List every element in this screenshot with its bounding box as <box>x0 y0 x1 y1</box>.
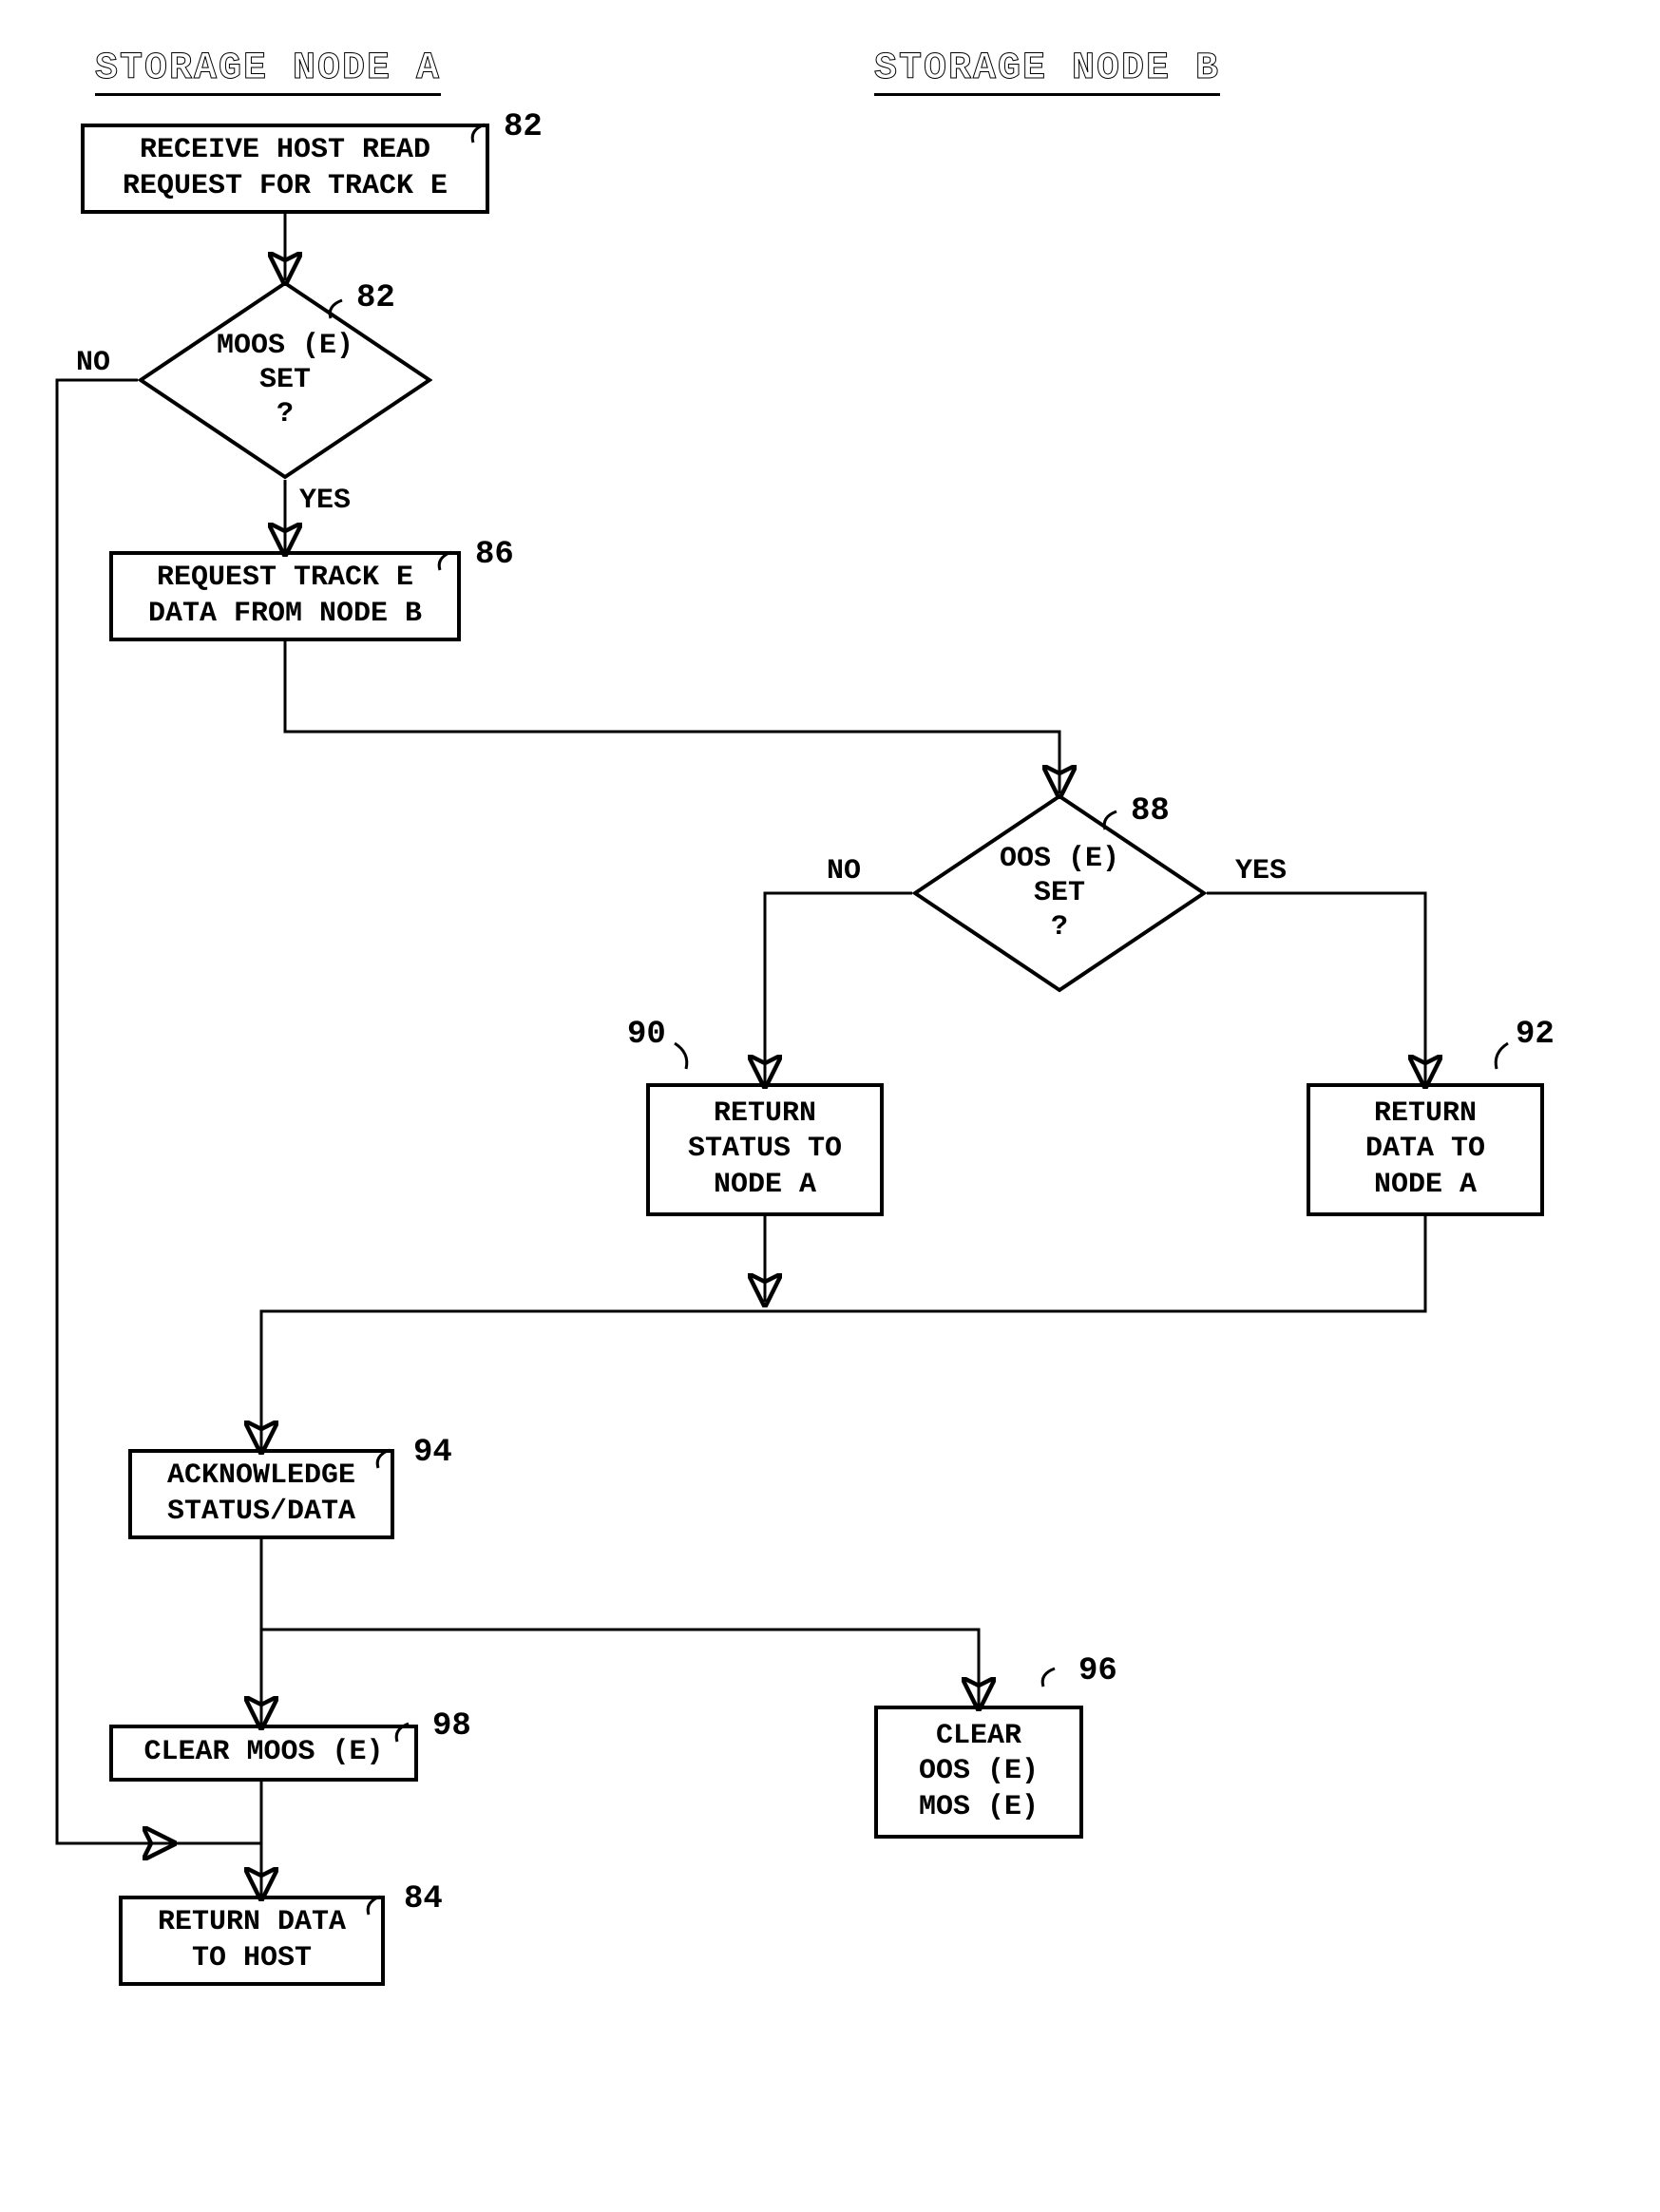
flowchart-canvas: STORAGE NODE A STORAGE NODE B RECEIVE HO… <box>38 38 1622 2174</box>
ref-88: 88 <box>1131 793 1170 830</box>
node-text: CLEAROOS (E)MOS (E) <box>919 1719 1039 1826</box>
node-text: CLEAR MOOS (E) <box>143 1735 383 1771</box>
ref-hook-90 <box>665 1036 703 1074</box>
ref-82a: 82 <box>504 109 543 145</box>
node-return-data: RETURNDATA TONODE A <box>1307 1083 1544 1216</box>
header-node-a: STORAGE NODE A <box>95 48 441 90</box>
label-no-2: NO <box>827 855 861 887</box>
header-node-b: STORAGE NODE B <box>874 48 1220 90</box>
node-text: RECEIVE HOST READREQUEST FOR TRACK E <box>123 133 448 204</box>
node-text: RETURN DATATO HOST <box>158 1905 346 1976</box>
node-text: RETURNSTATUS TONODE A <box>688 1096 842 1204</box>
ref-82b: 82 <box>356 280 395 316</box>
ref-96: 96 <box>1078 1653 1117 1689</box>
ref-98: 98 <box>432 1708 471 1745</box>
node-return-status: RETURNSTATUS TONODE A <box>646 1083 884 1216</box>
node-text: MOOS (E)SET? <box>217 329 353 431</box>
ref-92: 92 <box>1516 1017 1555 1053</box>
label-yes-1: YES <box>299 485 351 517</box>
ref-94: 94 <box>413 1435 452 1471</box>
node-receive-host-read: RECEIVE HOST READREQUEST FOR TRACK E <box>81 124 489 214</box>
label-no-1: NO <box>76 347 110 379</box>
node-clear-oos: CLEAROOS (E)MOS (E) <box>874 1706 1083 1839</box>
ref-84: 84 <box>404 1881 443 1917</box>
label-yes-2: YES <box>1235 855 1287 887</box>
ref-90: 90 <box>627 1017 666 1053</box>
node-return-host: RETURN DATATO HOST <box>119 1896 385 1986</box>
node-text: REQUEST TRACK EDATA FROM NODE B <box>148 561 422 632</box>
ref-86: 86 <box>475 537 514 573</box>
node-text: OOS (E)SET? <box>1000 842 1119 944</box>
node-text: RETURNDATA TONODE A <box>1365 1096 1485 1204</box>
node-request-track-e: REQUEST TRACK EDATA FROM NODE B <box>109 551 461 641</box>
node-clear-moos: CLEAR MOOS (E) <box>109 1725 418 1782</box>
ref-hook-96 <box>1036 1663 1074 1691</box>
node-acknowledge: ACKNOWLEDGESTATUS/DATA <box>128 1449 394 1539</box>
node-text: ACKNOWLEDGESTATUS/DATA <box>167 1459 355 1530</box>
